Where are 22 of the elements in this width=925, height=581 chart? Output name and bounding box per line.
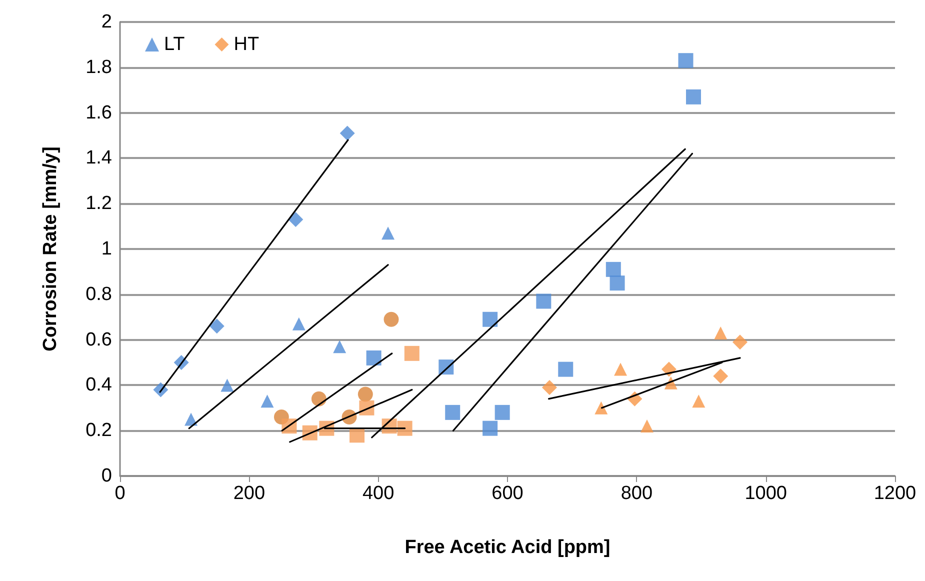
legend-label: HT xyxy=(234,34,260,55)
y-tick-label: 0.4 xyxy=(86,374,112,396)
x-axis-title: Free Acetic Acid [ppm] xyxy=(404,537,610,558)
x-tick-label: 400 xyxy=(362,483,394,504)
y-tick-label: 1 xyxy=(101,238,112,260)
x-tick-label: 600 xyxy=(492,483,524,504)
x-tick-label: 1200 xyxy=(874,483,916,504)
y-axis-title: Corrosion Rate [mm/y] xyxy=(40,146,61,352)
legend-label: LT xyxy=(164,34,186,55)
x-tick-label: 800 xyxy=(620,483,653,504)
y-tick-label: 0 xyxy=(101,466,112,486)
x-tick-label: 200 xyxy=(233,483,266,504)
y-tick-label: 1.4 xyxy=(86,148,112,169)
y-tick-label: 2 xyxy=(101,12,112,32)
x-tick-label: 0 xyxy=(114,483,126,504)
y-tick-label: 0.2 xyxy=(86,420,112,442)
y-tick-label: 0.8 xyxy=(86,284,112,305)
y-tick-label: 1.8 xyxy=(86,56,112,78)
y-tick-label: 1.2 xyxy=(86,193,112,214)
y-tick-label: 1.6 xyxy=(86,102,112,124)
y-tick-label: 0.6 xyxy=(86,329,112,350)
x-tick-label: 1000 xyxy=(744,483,787,504)
